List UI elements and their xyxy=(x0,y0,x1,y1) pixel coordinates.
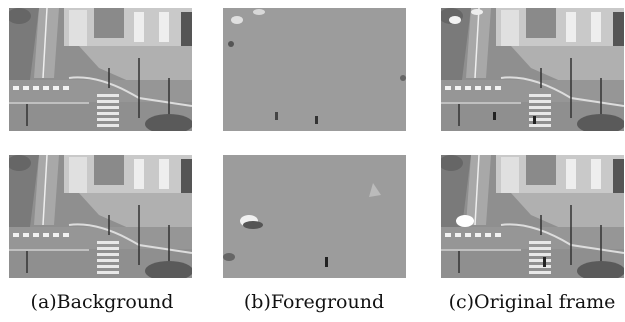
foreground-image-row2 xyxy=(223,155,406,278)
caption-foreground: (b)Foreground xyxy=(243,291,385,313)
original-frame-row1 xyxy=(441,8,624,131)
background-image-row1 xyxy=(9,8,192,131)
original-frame-row2 xyxy=(441,155,624,278)
caption-original-frame: (c)Original frame xyxy=(448,291,616,313)
caption-background: (a)Background xyxy=(30,291,174,313)
background-image-row2 xyxy=(9,155,192,278)
foreground-image-row1 xyxy=(223,8,406,131)
